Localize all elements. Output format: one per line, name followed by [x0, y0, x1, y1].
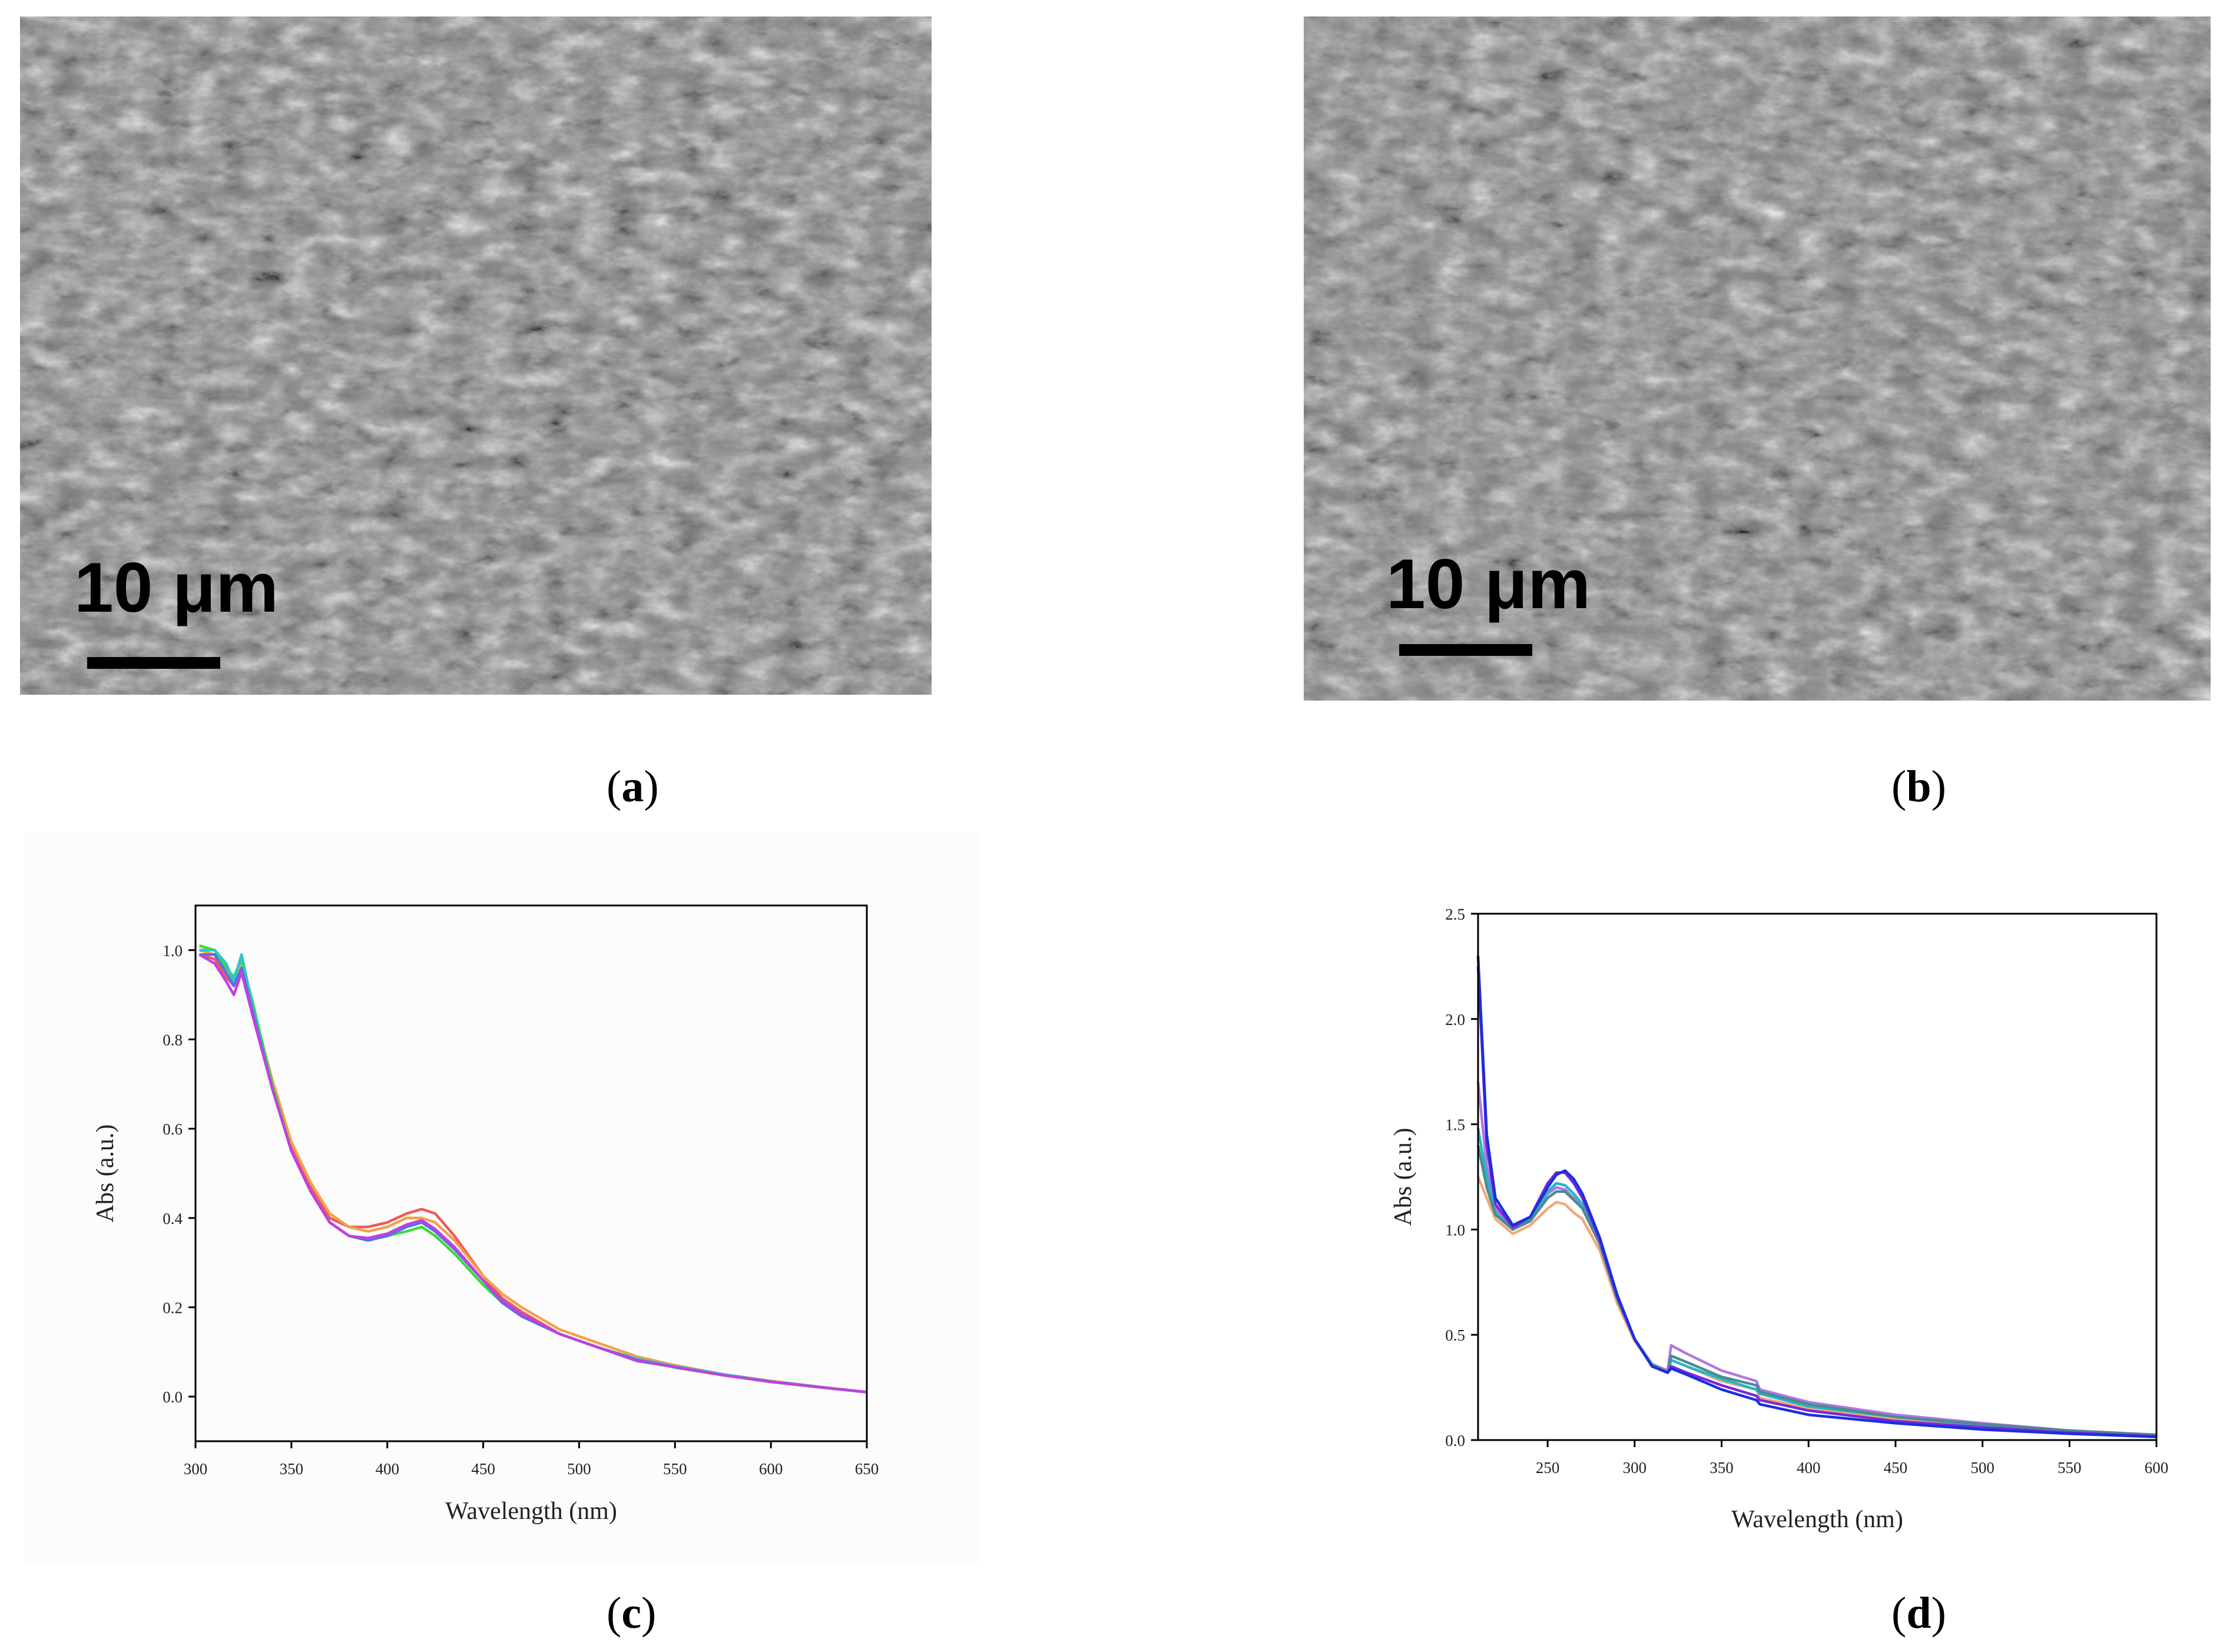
scale-bar-a [87, 657, 220, 669]
chart-c-y-tick-label: 0.8 [163, 1031, 183, 1049]
chart-d-series-violet [1476, 1082, 2157, 1437]
chart-c-x-tick-label: 650 [855, 1460, 879, 1478]
chart-d-x-tick-label: 550 [2058, 1459, 2082, 1477]
chart-d-y-tick-label: 1.5 [1445, 1116, 1465, 1134]
chart-d-x-tick-label: 450 [1884, 1459, 1908, 1477]
chart-c-svg: 300 350 400 450 500 550 600 650 0.0 0.2 0.4 0.6 0.8 1… [92, 904, 879, 1525]
caption-b-letter: b [1906, 762, 1931, 811]
chart-d-svg: 250 300 350 400 450 500 550 600 0.0 0.5 1.0 1.5 2.0 2… [1390, 905, 2169, 1533]
chart-c-series-cyan [199, 948, 867, 1394]
chart-c-series-red [198, 953, 867, 1394]
chart-c-x-tick-label: 600 [759, 1460, 783, 1478]
scale-bar-b [1399, 644, 1532, 656]
chart-c-series-magenta [198, 953, 867, 1394]
chart-c-y-tick-label: 0.6 [163, 1120, 183, 1138]
chart-d-series-blue [1476, 956, 2157, 1438]
chart-c-y-tick-label: 0.2 [163, 1299, 183, 1317]
chart-d-x-tick-label: 350 [1709, 1459, 1734, 1477]
chart-d-y-axis-title: Abs (a.u.) [1390, 1128, 1417, 1226]
chart-d-x-tick-label: 400 [1797, 1459, 1821, 1477]
chart-c-x-axis-title: Wavelength (nm) [445, 1498, 617, 1525]
chart-d-x-axis-title: Wavelength (nm) [1731, 1506, 1903, 1533]
chart-d-series-cyan [1476, 1128, 2157, 1438]
chart-c: 300 350 400 450 500 550 600 650 0.0 0.2 0.4 0.6 0.8 1… [24, 832, 978, 1563]
chart-d-y-tick-label: 2.5 [1445, 905, 1465, 923]
chart-d-y-tick-label: 1.0 [1445, 1221, 1465, 1239]
scale-bar-label-b: 10 μm [1386, 545, 1591, 623]
chart-c-x-tick-label: 500 [567, 1460, 591, 1478]
chart-c-plot-frame [194, 904, 868, 1442]
chart-d-y-tick-label: 0.5 [1445, 1326, 1465, 1344]
chart-c-y-axis-title: Abs (a.u.) [92, 1124, 119, 1223]
caption-a-letter: a [621, 762, 644, 811]
caption-b: (b) [1891, 762, 1946, 811]
chart-c-x-tick-label: 550 [663, 1460, 687, 1478]
chart-d-series-orange [1476, 1176, 2157, 1438]
sem-image-b: 10 μm [1304, 16, 2211, 701]
chart-c-x-tick-label: 350 [280, 1460, 304, 1478]
chart-c-x-tick-label: 300 [184, 1460, 208, 1478]
chart-d-x-tick-label: 300 [1623, 1459, 1647, 1477]
chart-c-y-tick-label: 0.0 [163, 1388, 183, 1406]
chart-d-x-tick-label: 250 [1536, 1459, 1560, 1477]
sem-image-a: 10 μm [20, 16, 932, 695]
caption-d: (d) [1891, 1588, 1946, 1638]
chart-d-plot-frame [1477, 913, 2158, 1441]
chart-d-x-tick-label: 600 [2145, 1459, 2169, 1477]
sem-texture-b [1304, 16, 2211, 701]
caption-a: (a) [607, 762, 659, 811]
chart-c-series-orange [198, 948, 867, 1394]
caption-c-letter: c [621, 1588, 642, 1638]
chart-c-y-tick-label: 1.0 [163, 942, 183, 960]
chart-d-y-tick-label: 0.0 [1445, 1432, 1465, 1449]
scale-bar-label-a: 10 μm [74, 548, 279, 627]
chart-d-x-tick-label: 500 [1970, 1459, 1995, 1477]
chart-c-series-blue [199, 953, 867, 1394]
chart-c-x-tick-label: 450 [471, 1460, 495, 1478]
chart-d: 250 300 350 400 450 500 550 600 0.0 0.5 1.0 1.5 2.0 2… [1307, 832, 2214, 1563]
chart-d-y-tick-label: 2.0 [1445, 1011, 1465, 1029]
chart-c-y-tick-label: 0.4 [163, 1210, 183, 1228]
chart-c-x-tick-label: 400 [375, 1460, 399, 1478]
caption-d-letter: d [1906, 1588, 1931, 1638]
sem-texture-a [20, 16, 932, 695]
caption-c: (c) [607, 1588, 657, 1638]
